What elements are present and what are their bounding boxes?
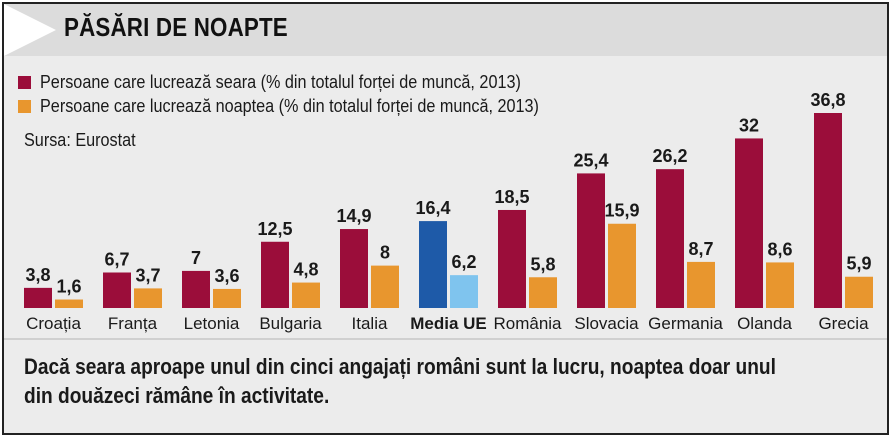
category-label-românia: România — [493, 314, 562, 333]
legend-label-night: Persoane care lucrează noaptea (% din to… — [40, 95, 539, 116]
value-label-evening-grecia: 36,8 — [810, 90, 845, 110]
value-label-night-românia: 5,8 — [530, 254, 555, 274]
bar-evening-slovacia — [577, 173, 605, 308]
value-label-night-franța: 3,7 — [135, 265, 160, 285]
footer: Dacă seara aproape unul din cinci angaja… — [4, 338, 887, 433]
value-label-night-olanda: 8,6 — [767, 239, 792, 259]
value-label-evening-românia: 18,5 — [494, 187, 529, 207]
bar-evening-franța — [103, 272, 131, 308]
value-label-night-media-ue: 6,2 — [451, 252, 476, 272]
value-label-night-grecia: 5,9 — [846, 254, 871, 274]
category-label-croația: Croația — [26, 314, 81, 333]
bar-night-letonia — [213, 288, 241, 308]
footer-caption: Dacă seara aproape unul din cinci angaja… — [24, 354, 776, 408]
legend-item-night: Persoane care lucrează noaptea (% din to… — [18, 94, 594, 118]
category-label-media-ue: Media UE — [410, 314, 487, 333]
bar-night-germania — [687, 261, 715, 308]
category-label-italia: Italia — [352, 314, 388, 333]
bar-evening-grecia — [814, 113, 842, 308]
bar-night-italia — [371, 265, 399, 308]
category-label-grecia: Grecia — [818, 314, 869, 333]
bar-evening-letonia — [182, 270, 210, 308]
bar-night-românia — [529, 277, 557, 308]
header-arrow-decoration — [4, 4, 56, 56]
value-label-night-bulgaria: 4,8 — [293, 260, 318, 280]
source-note: Sursa: Eurostat — [24, 130, 136, 150]
bar-night-media-ue — [450, 275, 478, 308]
legend-item-evening: Persoane care lucrează seara (% din tota… — [18, 70, 594, 94]
bar-night-grecia — [845, 276, 873, 308]
page-title: PĂSĂRI DE NOAPTE — [64, 12, 288, 42]
value-label-night-slovacia: 15,9 — [604, 201, 639, 221]
bar-night-olanda — [766, 262, 794, 308]
bar-night-croația — [55, 299, 83, 308]
value-label-evening-letonia: 7 — [191, 248, 201, 268]
bar-night-slovacia — [608, 223, 636, 308]
bar-evening-olanda — [735, 138, 763, 308]
category-label-letonia: Letonia — [184, 314, 240, 333]
bar-evening-bulgaria — [261, 241, 289, 308]
bar-evening-italia — [340, 229, 368, 308]
value-label-evening-olanda: 32 — [739, 115, 759, 135]
value-label-night-italia: 8 — [380, 243, 390, 263]
legend: Persoane care lucrează seara (% din tota… — [18, 70, 594, 118]
bar-evening-croația — [24, 287, 52, 308]
bar-chart: 3,8 1,6 Croația 6,7 3,7 Franța 7 3,6 Letonia 12,5… — [24, 90, 873, 333]
value-label-night-croația: 1,6 — [56, 277, 81, 297]
category-label-slovacia: Slovacia — [574, 314, 639, 333]
infographic: PĂSĂRI DE NOAPTE 3,8 1,6 Croația 6,7 3,7 Fran… — [2, 2, 889, 435]
value-label-evening-italia: 14,9 — [336, 206, 371, 226]
legend-swatch-night — [18, 99, 31, 113]
category-label-olanda: Olanda — [737, 314, 792, 333]
bar-night-bulgaria — [292, 282, 320, 308]
category-label-bulgaria: Bulgaria — [259, 314, 322, 333]
value-label-evening-franța: 6,7 — [104, 249, 129, 269]
value-label-night-germania: 8,7 — [688, 239, 713, 259]
bar-evening-românia — [498, 209, 526, 308]
category-label-germania: Germania — [648, 314, 723, 333]
value-label-evening-bulgaria: 12,5 — [257, 219, 292, 239]
header-band: PĂSĂRI DE NOAPTE — [4, 4, 887, 56]
category-label-franța: Franța — [108, 314, 158, 333]
value-label-evening-media-ue: 16,4 — [415, 198, 450, 218]
bar-evening-germania — [656, 169, 684, 308]
value-label-evening-croația: 3,8 — [25, 265, 50, 285]
value-label-evening-slovacia: 25,4 — [573, 150, 608, 170]
legend-swatch-evening — [18, 75, 31, 89]
chart-area: 3,8 1,6 Croația 6,7 3,7 Franța 7 3,6 Letonia 12,5… — [4, 56, 887, 338]
value-label-evening-germania: 26,2 — [652, 146, 687, 166]
bar-evening-media-ue — [419, 221, 447, 308]
bar-night-franța — [134, 288, 162, 308]
legend-label-evening: Persoane care lucrează seara (% din tota… — [40, 71, 521, 92]
value-label-night-letonia: 3,6 — [214, 266, 239, 286]
